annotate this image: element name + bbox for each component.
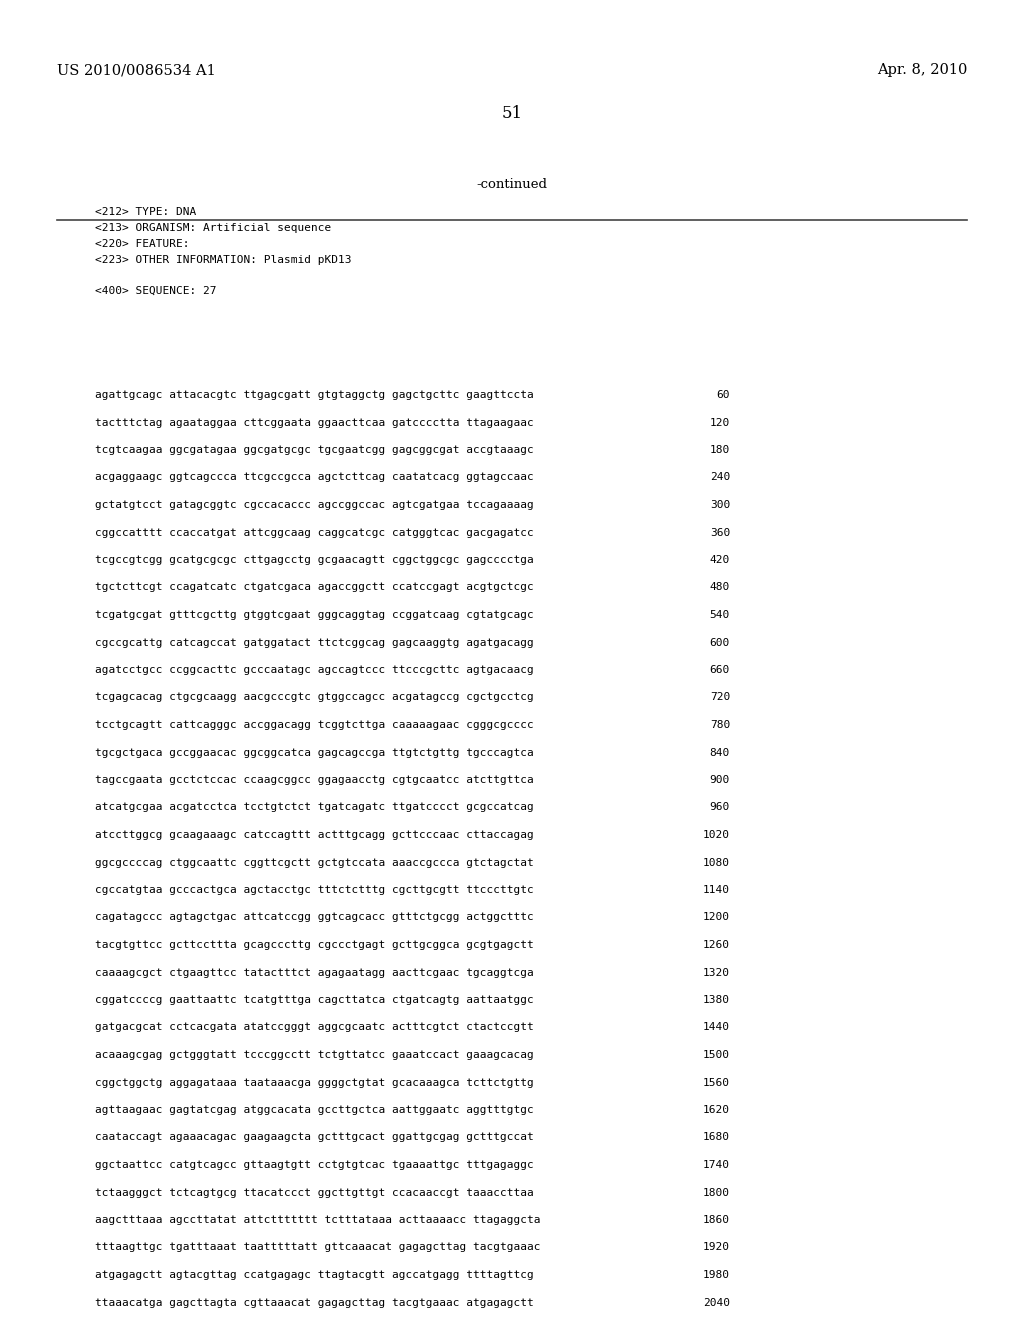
Text: 51: 51 — [502, 106, 522, 121]
Text: 420: 420 — [710, 554, 730, 565]
Text: 240: 240 — [710, 473, 730, 483]
Text: 180: 180 — [710, 445, 730, 455]
Text: tagccgaata gcctctccac ccaagcggcc ggagaacctg cgtgcaatcc atcttgttca: tagccgaata gcctctccac ccaagcggcc ggagaac… — [95, 775, 534, 785]
Text: tcgccgtcgg gcatgcgcgc cttgagcctg gcgaacagtt cggctggcgc gagcccctga: tcgccgtcgg gcatgcgcgc cttgagcctg gcgaaca… — [95, 554, 534, 565]
Text: tcgagcacag ctgcgcaagg aacgcccgtc gtggccagcc acgatagccg cgctgcctcg: tcgagcacag ctgcgcaagg aacgcccgtc gtggcca… — [95, 693, 534, 702]
Text: 1080: 1080 — [703, 858, 730, 867]
Text: 1560: 1560 — [703, 1077, 730, 1088]
Text: 1920: 1920 — [703, 1242, 730, 1253]
Text: 1500: 1500 — [703, 1049, 730, 1060]
Text: <220> FEATURE:: <220> FEATURE: — [95, 239, 189, 249]
Text: tcgtcaagaa ggcgatagaa ggcgatgcgc tgcgaatcgg gagcggcgat accgtaaagc: tcgtcaagaa ggcgatagaa ggcgatgcgc tgcgaat… — [95, 445, 534, 455]
Text: <213> ORGANISM: Artificial sequence: <213> ORGANISM: Artificial sequence — [95, 223, 331, 234]
Text: ggcgccccag ctggcaattc cggttcgctt gctgtccata aaaccgccca gtctagctat: ggcgccccag ctggcaattc cggttcgctt gctgtcc… — [95, 858, 534, 867]
Text: 1620: 1620 — [703, 1105, 730, 1115]
Text: 480: 480 — [710, 582, 730, 593]
Text: atccttggcg gcaagaaagc catccagttt actttgcagg gcttcccaac cttaccagag: atccttggcg gcaagaaagc catccagttt actttgc… — [95, 830, 534, 840]
Text: <223> OTHER INFORMATION: Plasmid pKD13: <223> OTHER INFORMATION: Plasmid pKD13 — [95, 255, 351, 265]
Text: acaaagcgag gctgggtatt tcccggcctt tctgttatcc gaaatccact gaaagcacag: acaaagcgag gctgggtatt tcccggcctt tctgtta… — [95, 1049, 534, 1060]
Text: 1680: 1680 — [703, 1133, 730, 1143]
Text: gctatgtcct gatagcggtc cgccacaccc agccggccac agtcgatgaa tccagaaaag: gctatgtcct gatagcggtc cgccacaccc agccggc… — [95, 500, 534, 510]
Text: <400> SEQUENCE: 27: <400> SEQUENCE: 27 — [95, 285, 216, 296]
Text: agattgcagc attacacgtc ttgagcgatt gtgtaggctg gagctgcttc gaagttccta: agattgcagc attacacgtc ttgagcgatt gtgtagg… — [95, 389, 534, 400]
Text: -continued: -continued — [476, 178, 548, 191]
Text: acgaggaagc ggtcagccca ttcgccgcca agctcttcag caatatcacg ggtagccaac: acgaggaagc ggtcagccca ttcgccgcca agctctt… — [95, 473, 534, 483]
Text: 360: 360 — [710, 528, 730, 537]
Text: tgcgctgaca gccggaacac ggcggcatca gagcagccga ttgtctgttg tgcccagtca: tgcgctgaca gccggaacac ggcggcatca gagcagc… — [95, 747, 534, 758]
Text: tctaagggct tctcagtgcg ttacatccct ggcttgttgt ccacaaccgt taaaccttaa: tctaagggct tctcagtgcg ttacatccct ggcttgt… — [95, 1188, 534, 1197]
Text: 660: 660 — [710, 665, 730, 675]
Text: 60: 60 — [717, 389, 730, 400]
Text: caaaagcgct ctgaagttcc tatactttct agagaatagg aacttcgaac tgcaggtcga: caaaagcgct ctgaagttcc tatactttct agagaat… — [95, 968, 534, 978]
Text: atcatgcgaa acgatcctca tcctgtctct tgatcagatc ttgatcccct gcgccatcag: atcatgcgaa acgatcctca tcctgtctct tgatcag… — [95, 803, 534, 813]
Text: 2040: 2040 — [703, 1298, 730, 1308]
Text: 1320: 1320 — [703, 968, 730, 978]
Text: tacgtgttcc gcttccttta gcagcccttg cgccctgagt gcttgcggca gcgtgagctt: tacgtgttcc gcttccttta gcagcccttg cgccctg… — [95, 940, 534, 950]
Text: 540: 540 — [710, 610, 730, 620]
Text: 1260: 1260 — [703, 940, 730, 950]
Text: agttaagaac gagtatcgag atggcacata gccttgctca aattggaatc aggtttgtgc: agttaagaac gagtatcgag atggcacata gccttgc… — [95, 1105, 534, 1115]
Text: <212> TYPE: DNA: <212> TYPE: DNA — [95, 207, 197, 216]
Text: US 2010/0086534 A1: US 2010/0086534 A1 — [57, 63, 216, 77]
Text: caataccagt agaaacagac gaagaagcta gctttgcact ggattgcgag gctttgccat: caataccagt agaaacagac gaagaagcta gctttgc… — [95, 1133, 534, 1143]
Text: 840: 840 — [710, 747, 730, 758]
Text: 1860: 1860 — [703, 1214, 730, 1225]
Text: atgagagctt agtacgttag ccatgagagc ttagtacgtt agccatgagg ttttagttcg: atgagagctt agtacgttag ccatgagagc ttagtac… — [95, 1270, 534, 1280]
Text: 600: 600 — [710, 638, 730, 648]
Text: tactttctag agaataggaa cttcggaata ggaacttcaa gatcccctta ttagaagaac: tactttctag agaataggaa cttcggaata ggaactt… — [95, 417, 534, 428]
Text: agatcctgcc ccggcacttc gcccaatagc agccagtccc ttcccgcttc agtgacaacg: agatcctgcc ccggcacttc gcccaatagc agccagt… — [95, 665, 534, 675]
Text: cggccatttt ccaccatgat attcggcaag caggcatcgc catgggtcac gacgagatcc: cggccatttt ccaccatgat attcggcaag caggcat… — [95, 528, 534, 537]
Text: 1020: 1020 — [703, 830, 730, 840]
Text: tcctgcagtt cattcagggc accggacagg tcggtcttga caaaaagaac cgggcgcccc: tcctgcagtt cattcagggc accggacagg tcggtct… — [95, 719, 534, 730]
Text: Apr. 8, 2010: Apr. 8, 2010 — [877, 63, 967, 77]
Text: cggatccccg gaattaattc tcatgtttga cagcttatca ctgatcagtg aattaatggc: cggatccccg gaattaattc tcatgtttga cagctta… — [95, 995, 534, 1005]
Text: 780: 780 — [710, 719, 730, 730]
Text: 1980: 1980 — [703, 1270, 730, 1280]
Text: 960: 960 — [710, 803, 730, 813]
Text: 120: 120 — [710, 417, 730, 428]
Text: 1800: 1800 — [703, 1188, 730, 1197]
Text: ttaaacatga gagcttagta cgttaaacat gagagcttag tacgtgaaac atgagagctt: ttaaacatga gagcttagta cgttaaacat gagagct… — [95, 1298, 534, 1308]
Text: ggctaattcc catgtcagcc gttaagtgtt cctgtgtcac tgaaaattgc tttgagaggc: ggctaattcc catgtcagcc gttaagtgtt cctgtgt… — [95, 1160, 534, 1170]
Text: 1380: 1380 — [703, 995, 730, 1005]
Text: 1440: 1440 — [703, 1023, 730, 1032]
Text: cgccatgtaa gcccactgca agctacctgc tttctctttg cgcttgcgtt ttcccttgtc: cgccatgtaa gcccactgca agctacctgc tttctct… — [95, 884, 534, 895]
Text: 300: 300 — [710, 500, 730, 510]
Text: 1740: 1740 — [703, 1160, 730, 1170]
Text: gatgacgcat cctcacgata atatccgggt aggcgcaatc actttcgtct ctactccgtt: gatgacgcat cctcacgata atatccgggt aggcgca… — [95, 1023, 534, 1032]
Text: cgccgcattg catcagccat gatggatact ttctcggcag gagcaaggtg agatgacagg: cgccgcattg catcagccat gatggatact ttctcgg… — [95, 638, 534, 648]
Text: cagatagccc agtagctgac attcatccgg ggtcagcacc gtttctgcgg actggctttc: cagatagccc agtagctgac attcatccgg ggtcagc… — [95, 912, 534, 923]
Text: tgctcttcgt ccagatcatc ctgatcgaca agaccggctt ccatccgagt acgtgctcgc: tgctcttcgt ccagatcatc ctgatcgaca agaccgg… — [95, 582, 534, 593]
Text: cggctggctg aggagataaa taataaacga ggggctgtat gcacaaagca tcttctgttg: cggctggctg aggagataaa taataaacga ggggctg… — [95, 1077, 534, 1088]
Text: 1200: 1200 — [703, 912, 730, 923]
Text: 1140: 1140 — [703, 884, 730, 895]
Text: 900: 900 — [710, 775, 730, 785]
Text: aagctttaaa agccttatat attcttttttt tctttataaa acttaaaacc ttagaggcta: aagctttaaa agccttatat attcttttttt tcttta… — [95, 1214, 541, 1225]
Text: tcgatgcgat gtttcgcttg gtggtcgaat gggcaggtag ccggatcaag cgtatgcagc: tcgatgcgat gtttcgcttg gtggtcgaat gggcagg… — [95, 610, 534, 620]
Text: tttaagttgc tgatttaaat taatttttatt gttcaaacat gagagcttag tacgtgaaac: tttaagttgc tgatttaaat taatttttatt gttcaa… — [95, 1242, 541, 1253]
Text: 720: 720 — [710, 693, 730, 702]
